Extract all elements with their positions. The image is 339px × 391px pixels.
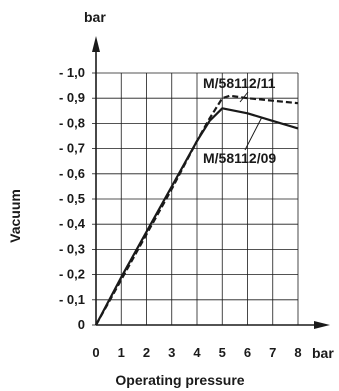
x-tick-label: 3	[168, 345, 175, 360]
x-tick-label: 7	[269, 345, 276, 360]
x-tick-labels: 0 1 2 3 4 5 6 7 8	[92, 345, 301, 360]
x-tick-label: 6	[244, 345, 251, 360]
x-axis-title: Operating pressure	[115, 372, 244, 388]
y-tick-label: - 0,9	[59, 90, 85, 105]
y-unit-label: bar	[84, 9, 106, 25]
y-tick-label: - 0,3	[59, 241, 85, 256]
y-tick-labels: 0 - 0,1 - 0,2 - 0,3 - 0,4 - 0,5 - 0,6 - 0,7 - 0,…	[59, 65, 96, 332]
x-tick-label: 1	[118, 345, 125, 360]
leader-line-m58112-11	[239, 91, 249, 103]
x-tick-label: 0	[92, 345, 99, 360]
series-line-0	[95, 94, 299, 326]
x-unit-label: bar	[312, 345, 334, 361]
grid	[96, 72, 299, 325]
x-tick-label: 2	[143, 345, 150, 360]
y-tick-label: - 1,0	[59, 65, 85, 80]
series-label-m58112-09: M/58112/09	[203, 150, 276, 166]
y-tick-label: - 0,1	[59, 292, 85, 307]
x-axis-arrow	[314, 321, 330, 329]
x-tick-label: 8	[294, 345, 301, 360]
y-tick-label: - 0,7	[59, 141, 85, 156]
series-line-1	[95, 107, 299, 326]
x-tick-label: 5	[219, 345, 226, 360]
y-tick-label: - 0,4	[59, 216, 86, 231]
y-tick-label: - 0,2	[59, 267, 85, 282]
series-label-m58112-11: M/58112/11	[203, 75, 276, 91]
axes	[92, 36, 330, 329]
series-lines	[95, 94, 299, 326]
y-tick-label: - 0,8	[59, 115, 85, 130]
y-axis-title: Vacuum	[7, 189, 23, 243]
y-tick-label: - 0,6	[59, 166, 85, 181]
leader-line-m58112-09	[244, 116, 263, 151]
x-tick-label: 4	[193, 345, 201, 360]
y-tick-label: - 0,5	[59, 191, 85, 206]
y-axis-arrow	[92, 36, 100, 52]
y-tick-label: 0	[78, 317, 85, 332]
